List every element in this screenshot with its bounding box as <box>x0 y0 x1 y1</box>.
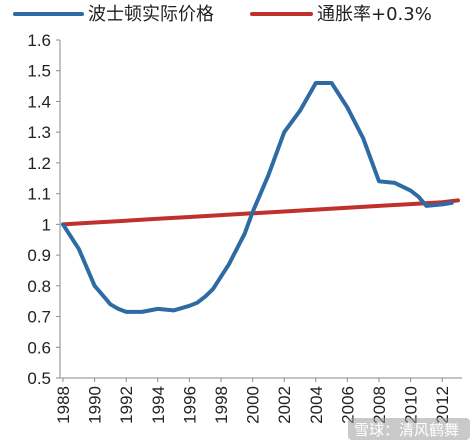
x-tick-label: 2002 <box>275 386 294 424</box>
x-tick-label: 2008 <box>370 386 389 424</box>
y-tick-label: 1.1 <box>27 185 51 204</box>
x-tick-label: 2010 <box>402 386 421 424</box>
axes <box>59 40 462 379</box>
watermark-backdrop <box>348 418 470 440</box>
y-tick-label: 0.6 <box>27 338 51 357</box>
x-tick-label: 1990 <box>86 386 105 424</box>
y-tick-label: 0.8 <box>27 277 51 296</box>
x-tick-label: 2004 <box>307 386 326 424</box>
series-line-boston-real-price <box>61 81 454 314</box>
y-tick-label: 1.4 <box>27 92 51 111</box>
x-tick-label: 1988 <box>54 386 73 424</box>
x-tick-label: 2000 <box>244 386 263 424</box>
y-ticks: 0.5 0.6 0.7 0.8 0.9 1 1.1 1.2 1.3 1.4 1.5 1.6 <box>27 31 60 388</box>
legend-label-boston: 波士顿实际价格 <box>88 4 214 25</box>
x-tick-label: 2006 <box>338 386 357 424</box>
y-tick-label: 1.2 <box>27 154 51 173</box>
x-tick-label: 1996 <box>180 386 199 424</box>
y-tick-label: 1.3 <box>27 123 51 142</box>
legend: 波士顿实际价格 通胀率+0.3% <box>13 4 432 25</box>
y-tick-label: 0.7 <box>27 308 51 327</box>
watermark-text: 雪球：清风鹤舞 <box>354 421 459 439</box>
y-tick-label: 1.6 <box>27 31 51 50</box>
y-tick-label: 0.9 <box>27 246 51 265</box>
x-ticks: 1988 1990 1992 1994 1996 1998 2000 2002 2004 2006… <box>54 378 452 424</box>
x-tick-label: 2012 <box>433 386 452 424</box>
legend-label-inflation: 通胀率+0.3% <box>317 4 432 25</box>
x-tick-label: 1992 <box>117 386 136 424</box>
watermark: 雪球：清风鹤舞 <box>348 418 470 440</box>
series-line-inflation-plus-0-3 <box>61 198 460 227</box>
x-tick-label: 1998 <box>212 386 231 424</box>
y-tick-label: 1.5 <box>27 62 51 81</box>
y-tick-label: 1 <box>42 215 51 234</box>
y-tick-label: 0.5 <box>27 369 51 388</box>
series-layer <box>61 81 460 314</box>
x-tick-label: 1994 <box>149 386 168 424</box>
